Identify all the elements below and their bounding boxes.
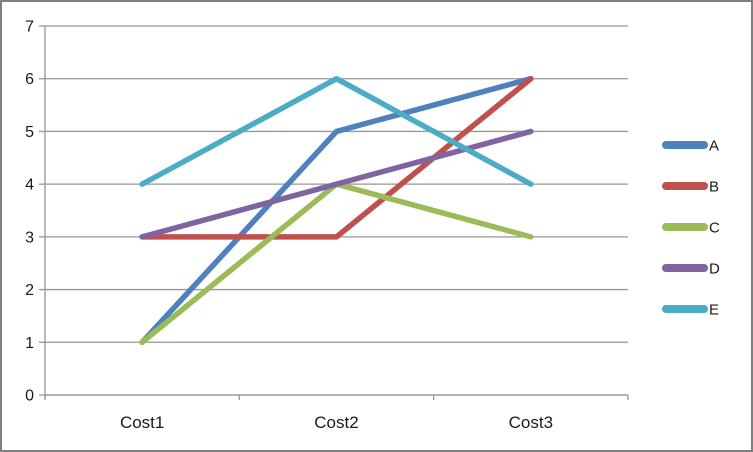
- legend-label-A: A: [709, 138, 719, 155]
- legend-label-D: D: [709, 261, 720, 278]
- x-axis-category-label: Cost2: [314, 413, 358, 432]
- legend-label-E: E: [709, 302, 719, 319]
- series-line-A: [139, 75, 534, 346]
- x-axis-category-label: Cost3: [509, 413, 553, 432]
- y-axis-tick-label: 4: [25, 177, 34, 194]
- y-axis-tick-label: 2: [25, 282, 34, 299]
- y-axis-tick-label: 7: [25, 19, 34, 36]
- series-line-B: [139, 75, 534, 240]
- x-axis-category-label: Cost1: [120, 413, 164, 432]
- y-axis-tick-label: 1: [25, 335, 34, 352]
- y-axis-tick-label: 6: [25, 71, 34, 88]
- legend-item-A: A: [662, 138, 719, 155]
- series-line-E: [139, 75, 534, 187]
- series-line-C: [139, 181, 534, 346]
- legend-label-B: B: [709, 179, 719, 196]
- legend-item-D: D: [662, 261, 720, 278]
- y-axis-tick-label: 5: [25, 124, 34, 141]
- legend-label-C: C: [709, 220, 720, 237]
- y-axis-tick-label: 0: [25, 388, 34, 405]
- legend-item-C: C: [662, 220, 720, 237]
- y-axis-tick-label: 3: [25, 229, 34, 246]
- legend-item-E: E: [662, 302, 719, 319]
- legend-item-B: B: [662, 179, 719, 196]
